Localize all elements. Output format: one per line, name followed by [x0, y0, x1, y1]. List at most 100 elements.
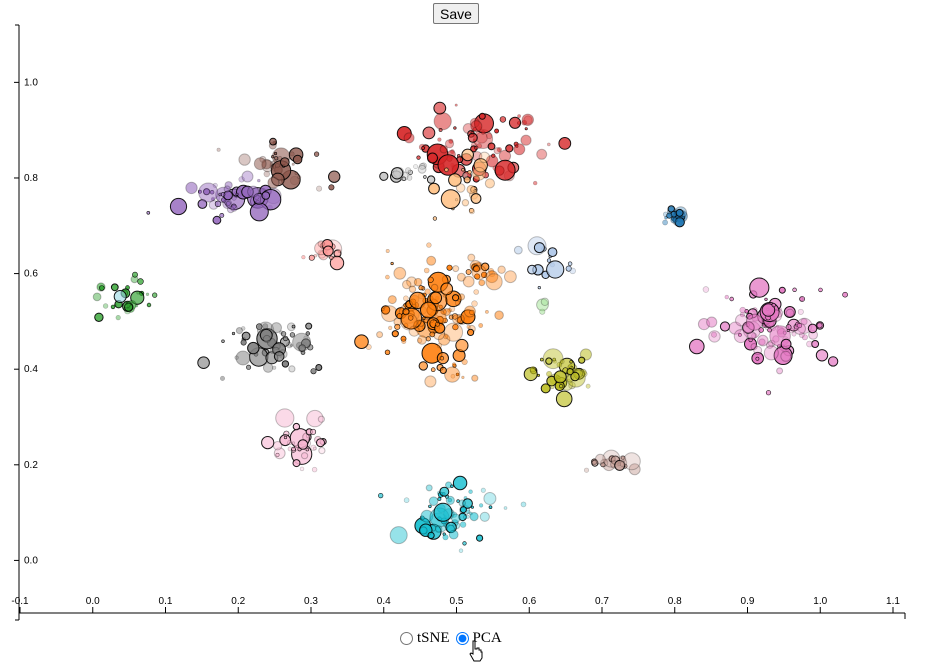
scatter-point[interactable] — [711, 331, 717, 338]
scatter-point[interactable] — [292, 459, 301, 468]
scatter-point[interactable] — [408, 325, 420, 337]
scatter-point[interactable] — [253, 157, 267, 171]
scatter-point[interactable] — [417, 338, 423, 344]
scatter-point[interactable] — [110, 283, 119, 292]
scatter-point[interactable] — [578, 356, 586, 364]
scatter-point[interactable] — [799, 296, 805, 302]
scatter-point[interactable] — [481, 130, 486, 135]
scatter-point[interactable] — [437, 497, 442, 501]
scatter-point[interactable] — [197, 189, 202, 194]
scatter-point[interactable] — [747, 331, 757, 341]
scatter-point[interactable] — [132, 271, 138, 278]
scatter-point[interactable] — [461, 358, 468, 366]
scatter-point[interactable] — [306, 409, 324, 428]
scatter-point[interactable] — [457, 154, 461, 158]
scatter-point[interactable] — [602, 458, 608, 463]
scatter-point[interactable] — [517, 114, 522, 119]
scatter-point[interactable] — [223, 185, 231, 193]
scatter-point[interactable] — [600, 462, 606, 468]
scatter-point[interactable] — [337, 249, 342, 253]
scatter-point[interactable] — [185, 181, 198, 195]
scatter-point[interactable] — [452, 314, 462, 325]
scatter-point[interactable] — [299, 466, 305, 472]
scatter-point[interactable] — [757, 334, 769, 347]
scatter-point[interactable] — [450, 484, 454, 488]
scatter-point[interactable] — [485, 270, 499, 284]
scatter-point[interactable] — [455, 372, 460, 377]
scatter-point[interactable] — [418, 163, 426, 170]
scatter-point[interactable] — [815, 349, 829, 362]
scatter-point[interactable] — [262, 334, 271, 344]
scatter-point[interactable] — [235, 350, 251, 366]
scatter-point[interactable] — [216, 147, 221, 152]
scatter-point[interactable] — [297, 175, 302, 180]
scatter-point[interactable] — [472, 265, 480, 273]
scatter-point[interactable] — [262, 362, 274, 373]
scatter-point[interactable] — [806, 340, 813, 348]
scatter-point[interactable] — [235, 327, 243, 335]
scatter-point[interactable] — [432, 216, 438, 221]
scatter-point[interactable] — [622, 452, 641, 471]
scatter-point[interactable] — [267, 176, 280, 189]
scatter-point[interactable] — [521, 113, 534, 127]
scatter-point[interactable] — [262, 323, 269, 330]
scatter-point[interactable] — [471, 374, 479, 382]
scatter-point[interactable] — [281, 331, 287, 337]
scatter-point[interactable] — [479, 503, 484, 508]
scatter-point[interactable] — [289, 332, 296, 338]
scatter-point[interactable] — [778, 286, 786, 294]
scatter-point[interactable] — [750, 343, 758, 351]
scatter-point[interactable] — [444, 366, 461, 383]
scatter-point[interactable] — [427, 531, 435, 540]
scatter-point[interactable] — [400, 335, 407, 342]
scatter-point[interactable] — [421, 146, 425, 150]
scatter-point[interactable] — [483, 492, 497, 505]
scatter-point[interactable] — [436, 343, 443, 349]
scatter-point[interactable] — [791, 331, 797, 337]
scatter-point[interactable] — [689, 338, 705, 355]
scatter-point[interactable] — [458, 499, 466, 507]
scatter-point[interactable] — [479, 511, 490, 522]
scatter-point[interactable] — [301, 255, 306, 260]
scatter-point[interactable] — [442, 308, 451, 316]
scatter-point[interactable] — [224, 181, 233, 190]
scatter-point[interactable] — [579, 368, 587, 376]
scatter-point[interactable] — [566, 368, 574, 376]
scatter-point[interactable] — [214, 200, 222, 208]
scatter-point[interactable] — [753, 345, 763, 355]
scatter-point[interactable] — [487, 267, 494, 274]
scatter-point[interactable] — [198, 182, 219, 203]
scatter-point[interactable] — [226, 205, 235, 214]
scatter-point[interactable] — [231, 203, 237, 209]
scatter-point[interactable] — [674, 217, 685, 228]
scatter-point[interactable] — [811, 340, 820, 348]
scatter-point[interactable] — [313, 254, 318, 258]
scatter-point[interactable] — [550, 384, 555, 389]
scatter-point[interactable] — [316, 438, 325, 448]
scatter-point[interactable] — [443, 322, 464, 342]
scatter-point[interactable] — [425, 336, 431, 342]
scatter-point[interactable] — [484, 309, 489, 314]
scatter-point[interactable] — [275, 452, 280, 457]
scatter-point[interactable] — [462, 498, 473, 509]
scatter-point[interactable] — [751, 332, 758, 339]
scatter-point[interactable] — [441, 309, 447, 315]
scatter-point[interactable] — [771, 303, 776, 308]
scatter-point[interactable] — [463, 514, 468, 520]
scatter-point[interactable] — [818, 287, 823, 293]
scatter-point[interactable] — [314, 151, 320, 157]
scatter-point[interactable] — [797, 308, 804, 315]
scatter-point[interactable] — [452, 324, 459, 331]
scatter-point[interactable] — [461, 148, 475, 162]
scatter-point[interactable] — [219, 212, 225, 218]
scatter-point[interactable] — [458, 548, 464, 553]
scatter-point[interactable] — [418, 285, 424, 291]
scatter-point[interactable] — [99, 285, 105, 291]
scatter-point[interactable] — [568, 381, 576, 390]
scatter-point[interactable] — [420, 162, 427, 169]
scatter-point[interactable] — [487, 142, 496, 151]
scatter-point[interactable] — [211, 196, 216, 201]
scatter-point[interactable] — [494, 128, 499, 134]
scatter-point[interactable] — [842, 291, 848, 298]
scatter-point[interactable] — [474, 145, 479, 150]
